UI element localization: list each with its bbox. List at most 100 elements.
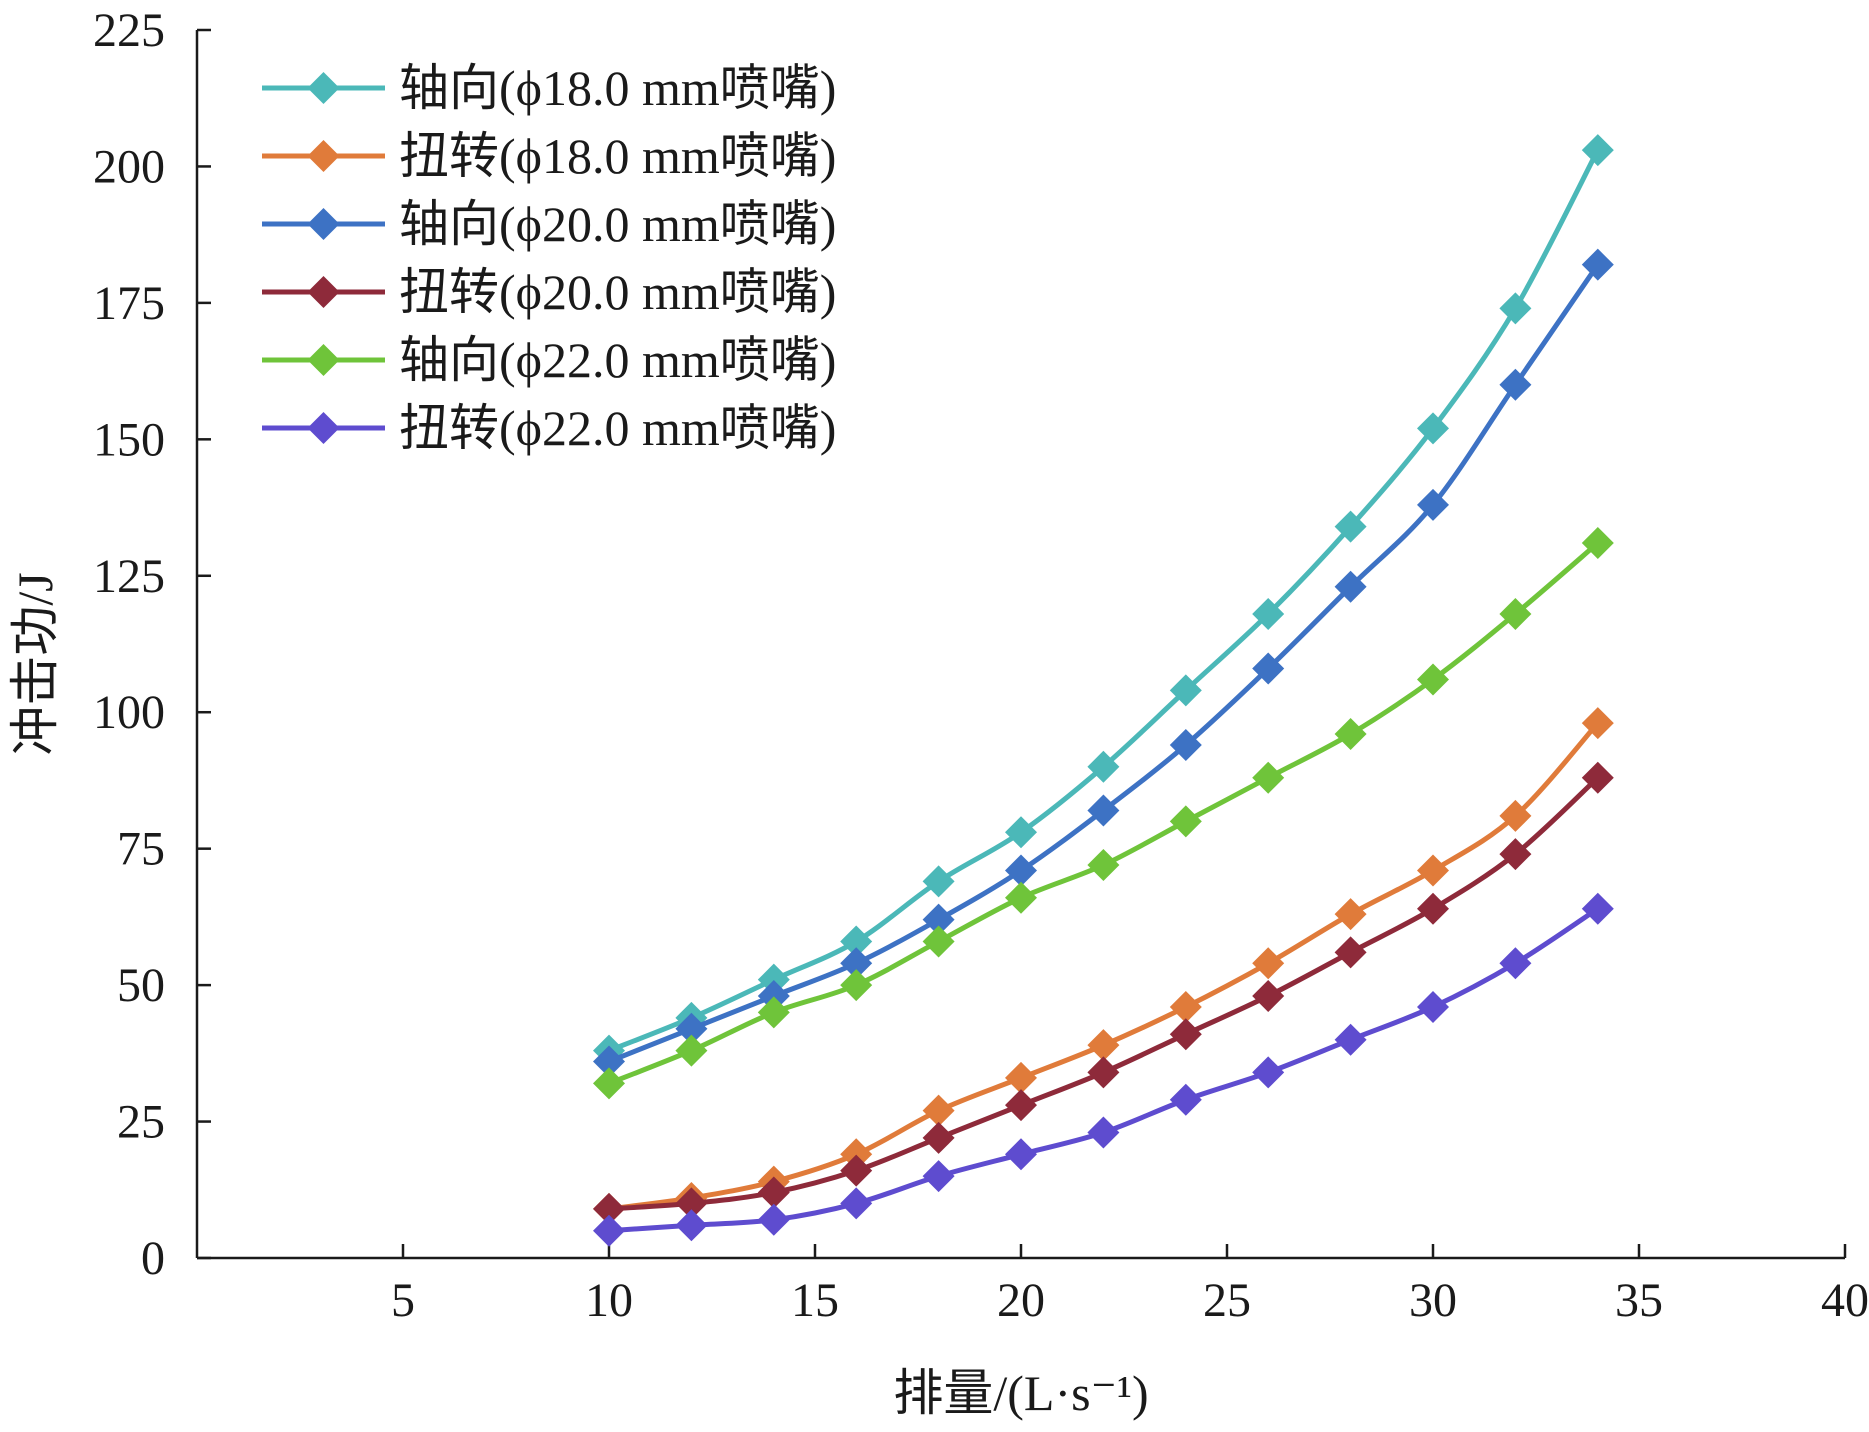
- data-point: [1169, 990, 1202, 1023]
- data-point: [1417, 854, 1449, 887]
- data-point: [840, 925, 873, 958]
- data-point: [922, 865, 955, 898]
- data-point: [675, 1187, 708, 1220]
- data-point: [593, 1214, 625, 1247]
- data-point: [1169, 728, 1202, 761]
- data-point: [1252, 947, 1285, 980]
- data-point: [1169, 1018, 1202, 1051]
- data-point: [1087, 794, 1120, 827]
- legend-marker: [307, 412, 340, 444]
- data-point: [1169, 1083, 1202, 1116]
- data-point: [1499, 368, 1532, 401]
- data-point: [1169, 805, 1202, 838]
- data-point: [1581, 892, 1614, 925]
- data-point: [1417, 990, 1449, 1023]
- data-point: [1087, 1029, 1120, 1062]
- y-tick-label: 225: [93, 4, 165, 57]
- legend: 轴向(ϕ18.0 mm喷嘴) 扭转(ϕ18.0 mm喷嘴) 轴向(ϕ20.0 mm喷…: [262, 60, 836, 456]
- data-point: [1087, 849, 1120, 882]
- legend-label: 轴向(ϕ22.0 mm喷嘴): [399, 332, 836, 388]
- data-point: [1334, 898, 1367, 931]
- data-point: [1581, 527, 1614, 560]
- data-point: [1005, 1089, 1037, 1122]
- data-point: [1417, 488, 1449, 521]
- data-point: [840, 1138, 873, 1171]
- legend-label: 轴向(ϕ20.0 mm喷嘴): [399, 196, 836, 252]
- data-point: [1499, 838, 1532, 871]
- data-point: [1087, 1116, 1120, 1149]
- legend-label: 扭转(ϕ18.0 mm喷嘴): [399, 128, 836, 184]
- data-point: [675, 1034, 708, 1067]
- y-tick-label: 125: [93, 550, 165, 603]
- y-tick-label: 150: [93, 413, 165, 466]
- data-point: [922, 925, 955, 958]
- data-point: [840, 947, 873, 980]
- data-point: [1499, 292, 1532, 325]
- legend-item: 扭转(ϕ22.0 mm喷嘴): [262, 400, 836, 456]
- y-tick-label: 0: [141, 1232, 165, 1285]
- data-point: [1334, 718, 1367, 751]
- data-point: [922, 1121, 955, 1154]
- legend-item: 扭转(ϕ18.0 mm喷嘴): [262, 128, 836, 184]
- data-point: [1417, 663, 1449, 696]
- legend-label: 轴向(ϕ18.0 mm喷嘴): [399, 60, 836, 116]
- data-point: [1499, 597, 1532, 630]
- data-point: [1581, 707, 1614, 740]
- data-point: [757, 963, 790, 996]
- data-point: [1417, 892, 1449, 925]
- data-point: [922, 1094, 955, 1127]
- legend-item: 扭转(ϕ20.0 mm喷嘴): [262, 264, 836, 320]
- data-point: [1169, 674, 1202, 707]
- legend-marker: [307, 140, 340, 172]
- x-tick-label: 25: [1203, 1274, 1251, 1327]
- data-point: [1252, 980, 1285, 1013]
- y-axis-title: 冲击功/J: [7, 572, 63, 755]
- series-5: [593, 527, 1614, 1100]
- data-point: [1252, 1056, 1285, 1089]
- data-point: [757, 1203, 790, 1236]
- y-tick-label: 75: [117, 823, 165, 876]
- axes: 5 10 15 20 25 30 35 40 0 25 50 75 100 125 150 175 200 225: [93, 4, 1869, 1327]
- x-tick-label: 30: [1409, 1274, 1457, 1327]
- data-point: [1005, 816, 1037, 849]
- data-point: [1581, 134, 1614, 167]
- data-point: [1252, 597, 1285, 630]
- data-point: [1252, 761, 1285, 794]
- data-point: [1417, 412, 1449, 445]
- data-point: [593, 1045, 625, 1078]
- data-point: [1581, 248, 1614, 281]
- data-point: [1499, 947, 1532, 980]
- data-point: [922, 903, 955, 936]
- data-point: [840, 1187, 873, 1220]
- legend-marker: [307, 344, 340, 376]
- legend-label: 扭转(ϕ22.0 mm喷嘴): [399, 400, 836, 456]
- x-axis-title: 排量/(L·s⁻¹): [893, 1365, 1148, 1421]
- legend-marker: [307, 72, 340, 104]
- data-point: [1581, 761, 1614, 794]
- series-6: [593, 892, 1614, 1247]
- data-point: [757, 980, 790, 1013]
- legend-item: 轴向(ϕ22.0 mm喷嘴): [262, 332, 836, 388]
- x-tick-label: 40: [1821, 1274, 1869, 1327]
- x-tick-label: 5: [391, 1274, 415, 1327]
- legend-marker: [307, 276, 340, 308]
- data-point: [1005, 1061, 1037, 1094]
- data-point: [1087, 1056, 1120, 1089]
- legend-label: 扭转(ϕ20.0 mm喷嘴): [399, 264, 836, 320]
- legend-marker: [307, 208, 340, 240]
- data-point: [840, 1154, 873, 1187]
- data-point: [675, 1012, 708, 1045]
- data-point: [1005, 854, 1037, 887]
- y-tick-label: 175: [93, 277, 165, 330]
- data-point: [1005, 1138, 1037, 1171]
- series-3: [593, 248, 1614, 1078]
- y-tick-label: 50: [117, 959, 165, 1012]
- x-tick-label: 15: [791, 1274, 839, 1327]
- legend-item: 轴向(ϕ20.0 mm喷嘴): [262, 196, 836, 252]
- data-point: [840, 969, 873, 1002]
- data-point: [1334, 936, 1367, 969]
- data-point: [1334, 1023, 1367, 1056]
- data-point: [1334, 570, 1367, 603]
- y-tick-label: 25: [117, 1096, 165, 1149]
